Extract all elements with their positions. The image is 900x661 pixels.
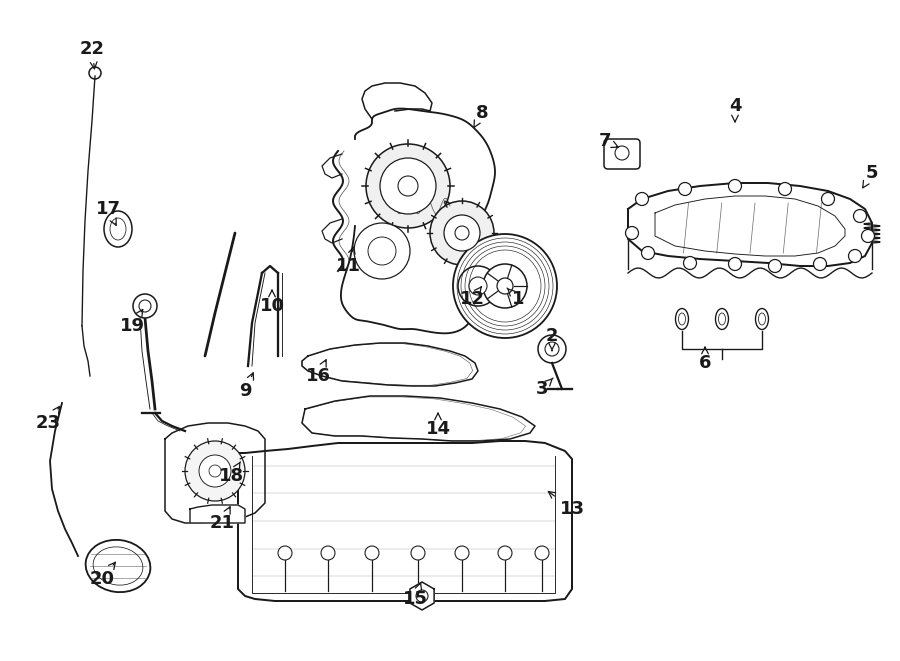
Polygon shape bbox=[302, 396, 535, 441]
Circle shape bbox=[411, 546, 425, 560]
Circle shape bbox=[679, 182, 691, 196]
Ellipse shape bbox=[676, 309, 688, 329]
Text: 14: 14 bbox=[426, 413, 451, 438]
Circle shape bbox=[728, 180, 742, 192]
Circle shape bbox=[444, 215, 480, 251]
Circle shape bbox=[458, 266, 498, 306]
Circle shape bbox=[366, 144, 450, 228]
Text: 16: 16 bbox=[305, 360, 330, 385]
Circle shape bbox=[497, 278, 513, 294]
Circle shape bbox=[769, 260, 781, 272]
Ellipse shape bbox=[716, 309, 728, 329]
Polygon shape bbox=[322, 154, 342, 178]
Circle shape bbox=[853, 210, 867, 223]
Circle shape bbox=[368, 237, 396, 265]
Text: 4: 4 bbox=[729, 97, 742, 122]
Circle shape bbox=[498, 546, 512, 560]
Text: 23: 23 bbox=[35, 407, 60, 432]
Ellipse shape bbox=[759, 313, 766, 325]
Text: 21: 21 bbox=[210, 507, 235, 532]
Text: 1: 1 bbox=[507, 288, 524, 308]
Circle shape bbox=[380, 158, 436, 214]
Text: 18: 18 bbox=[220, 462, 245, 485]
Polygon shape bbox=[302, 343, 478, 386]
Ellipse shape bbox=[110, 218, 126, 240]
Circle shape bbox=[626, 227, 638, 239]
Text: 12: 12 bbox=[460, 287, 484, 308]
Circle shape bbox=[455, 546, 469, 560]
Polygon shape bbox=[410, 582, 434, 610]
Circle shape bbox=[778, 182, 791, 196]
Polygon shape bbox=[165, 423, 265, 523]
Ellipse shape bbox=[755, 309, 769, 329]
Text: 11: 11 bbox=[336, 247, 361, 275]
FancyBboxPatch shape bbox=[604, 139, 640, 169]
Circle shape bbox=[635, 192, 649, 206]
Circle shape bbox=[199, 455, 231, 487]
Circle shape bbox=[354, 223, 410, 279]
Ellipse shape bbox=[679, 313, 686, 325]
Text: 5: 5 bbox=[863, 164, 878, 188]
Text: 17: 17 bbox=[95, 200, 121, 225]
Circle shape bbox=[545, 342, 559, 356]
Ellipse shape bbox=[718, 313, 725, 325]
Circle shape bbox=[538, 335, 566, 363]
Polygon shape bbox=[362, 83, 432, 119]
Text: 10: 10 bbox=[259, 290, 284, 315]
Text: 13: 13 bbox=[548, 492, 584, 518]
Text: 20: 20 bbox=[89, 563, 115, 588]
Circle shape bbox=[398, 176, 418, 196]
Circle shape bbox=[455, 226, 469, 240]
Circle shape bbox=[728, 258, 742, 270]
Circle shape bbox=[430, 201, 494, 265]
Circle shape bbox=[683, 256, 697, 270]
Circle shape bbox=[535, 546, 549, 560]
Circle shape bbox=[814, 258, 826, 270]
Circle shape bbox=[139, 300, 151, 312]
Ellipse shape bbox=[104, 211, 132, 247]
Circle shape bbox=[469, 277, 487, 295]
Circle shape bbox=[642, 247, 654, 260]
Text: 6: 6 bbox=[698, 347, 711, 372]
Polygon shape bbox=[322, 219, 342, 243]
Circle shape bbox=[861, 229, 875, 243]
Circle shape bbox=[185, 441, 245, 501]
Circle shape bbox=[365, 546, 379, 560]
Circle shape bbox=[822, 192, 834, 206]
Polygon shape bbox=[238, 441, 572, 601]
Circle shape bbox=[209, 465, 221, 477]
Polygon shape bbox=[190, 505, 245, 523]
Text: 2: 2 bbox=[545, 327, 558, 350]
Text: 8: 8 bbox=[474, 104, 489, 128]
Text: 15: 15 bbox=[402, 583, 428, 608]
Text: 9: 9 bbox=[238, 373, 254, 400]
Text: 22: 22 bbox=[79, 40, 104, 69]
Circle shape bbox=[133, 294, 157, 318]
Text: 19: 19 bbox=[120, 309, 145, 335]
Text: 7: 7 bbox=[598, 132, 618, 150]
Ellipse shape bbox=[86, 540, 150, 592]
Polygon shape bbox=[341, 108, 495, 333]
Circle shape bbox=[453, 234, 557, 338]
Circle shape bbox=[849, 249, 861, 262]
Text: 3: 3 bbox=[536, 378, 553, 398]
Circle shape bbox=[483, 264, 527, 308]
Circle shape bbox=[321, 546, 335, 560]
Polygon shape bbox=[628, 183, 872, 266]
Circle shape bbox=[278, 546, 292, 560]
Circle shape bbox=[416, 590, 428, 602]
